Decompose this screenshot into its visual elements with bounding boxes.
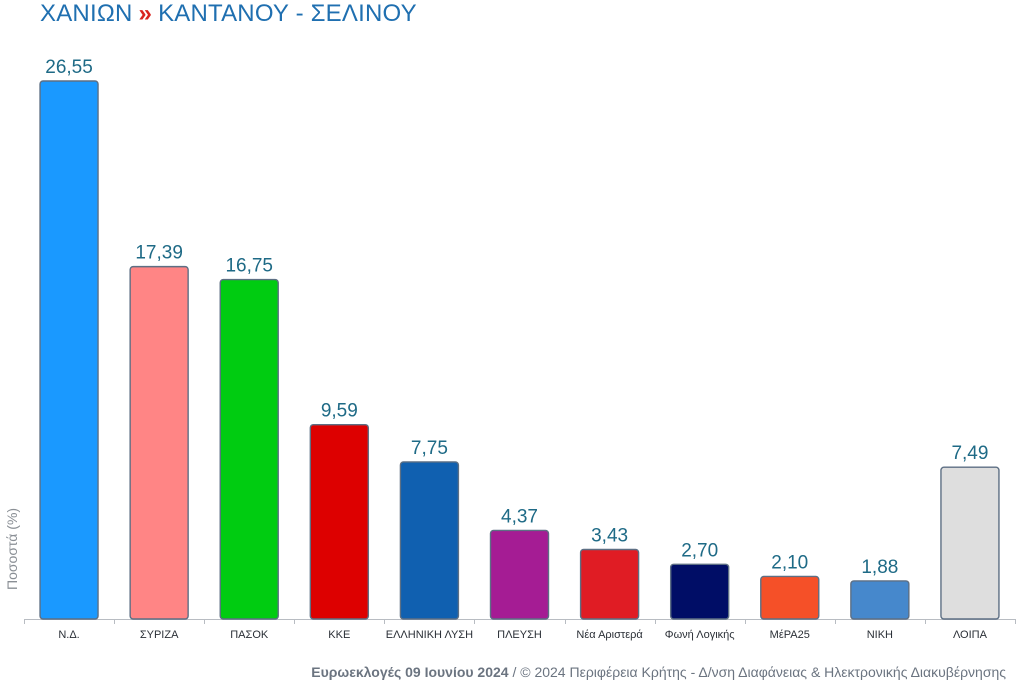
data-label: 17,39 xyxy=(135,243,183,264)
data-label: 2,10 xyxy=(771,552,808,573)
data-label: 16,75 xyxy=(225,256,273,277)
footer-election: Ευρωεκλογές 09 Ιουνίου 2024 xyxy=(311,664,509,680)
region-link[interactable]: ΧΑΝΙΩΝ xyxy=(40,0,133,27)
bar-6[interactable] xyxy=(489,529,550,620)
bar-8[interactable] xyxy=(669,563,730,620)
x-tick-label: ΚΚΕ xyxy=(328,629,350,641)
x-tick-label: Ν.Δ. xyxy=(58,629,79,641)
data-label: 2,70 xyxy=(681,540,718,561)
data-label: 9,59 xyxy=(321,401,358,422)
district-name: ΚΑΝΤΑΝΟΥ - ΣΕΛΙΝΟΥ xyxy=(158,0,417,27)
x-tick-label: Νέα Αριστερά xyxy=(576,629,643,641)
data-label: 4,37 xyxy=(501,506,538,527)
data-label: 26,55 xyxy=(45,57,93,78)
bar-4[interactable] xyxy=(309,423,370,620)
x-tick-label: ΜέΡΑ25 xyxy=(770,629,810,641)
x-tick-label: ΣΥΡΙΖΑ xyxy=(140,629,179,641)
bar-1[interactable] xyxy=(39,80,99,620)
breadcrumb-separator: » xyxy=(138,0,153,27)
bar-11[interactable] xyxy=(940,466,1000,620)
bar-7[interactable] xyxy=(579,548,640,620)
x-tick-label: ΕΛΛΗΝΙΚΗ ΛΥΣΗ xyxy=(386,629,473,641)
x-tick-label: ΠΛΕΥΣΗ xyxy=(497,629,542,641)
x-tick-label: ΠΑΣΟΚ xyxy=(230,629,269,641)
x-tick-label: ΝΙΚΗ xyxy=(867,629,893,641)
x-tick-label: ΛΟΙΠΑ xyxy=(953,629,988,641)
bar-5[interactable] xyxy=(399,461,460,620)
data-label: 1,88 xyxy=(861,557,898,578)
bar-9[interactable] xyxy=(760,575,820,620)
bar-3[interactable] xyxy=(219,278,279,620)
bar-2[interactable] xyxy=(129,265,189,620)
footer-credit: Ευρωεκλογές 09 Ιουνίου 2024 / © 2024 Περ… xyxy=(0,664,1006,680)
bar-10[interactable] xyxy=(850,580,910,620)
footer-copyright: / © 2024 Περιφέρεια Κρήτης - Δ/νση Διαφά… xyxy=(508,664,1006,680)
page-title: ΧΑΝΙΩΝ» ΚΑΝΤΑΝΟΥ - ΣΕΛΙΝΟΥ xyxy=(40,0,417,28)
x-tick-label: Φωνή Λογικής xyxy=(665,629,735,641)
data-label: 3,43 xyxy=(591,525,628,546)
data-label: 7,49 xyxy=(951,443,988,464)
data-label: 7,75 xyxy=(411,438,448,459)
